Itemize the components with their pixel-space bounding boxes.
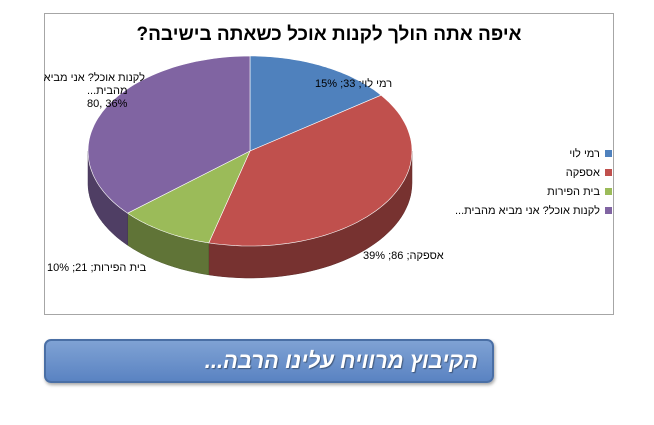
- legend-item-aspaka: אספקה: [455, 163, 612, 182]
- banner-text: הקיבוץ מרוויח עלינו הרבה...: [204, 348, 478, 373]
- legend-label: רמי לוי: [569, 147, 600, 160]
- chart-frame: איפה אתה הולך לקנות אוכל כשאתה בישיבה? ר…: [44, 13, 614, 315]
- legend-swatch: [604, 207, 612, 214]
- legend-item-beit-haperot: בית הפירות: [455, 182, 612, 201]
- message-banner: הקיבוץ מרוויח עלינו הרבה...: [44, 339, 494, 383]
- pie-chart: [87, 55, 413, 279]
- legend-label: לקנות אוכל? אני מביא מהבית...: [455, 204, 600, 217]
- data-label-rami-levi: רמי לוי; 33; 15%: [315, 78, 393, 90]
- data-label-aspaka: אספקה; 86; 39%: [363, 250, 444, 262]
- legend-item-from-home: לקנות אוכל? אני מביא מהבית...: [455, 201, 612, 220]
- chart-title: איפה אתה הולך לקנות אוכל כשאתה בישיבה?: [136, 24, 522, 45]
- legend-label: אספקה: [565, 166, 600, 179]
- pie-slice-3: [87, 55, 251, 214]
- pie-slice-0: [249, 55, 382, 152]
- data-label-from-home-line3: 36% ,80: [87, 98, 128, 110]
- pie-slice-2: [127, 150, 251, 244]
- pie-slice-1: [208, 94, 413, 247]
- data-label-beit-haperot: בית הפירות; 21; 10%: [47, 262, 147, 274]
- legend-swatch: [604, 169, 612, 176]
- legend-label: בית הפירות: [547, 185, 600, 198]
- legend-swatch: [604, 150, 612, 157]
- data-label-from-home-line2: מהבית...: [87, 85, 128, 97]
- legend-swatch: [604, 188, 612, 195]
- data-label-from-home-line1: לקנות אוכל? אני מביא: [43, 72, 145, 84]
- chart-legend: רמי לוי אספקה בית הפירות לקנות אוכל? אני…: [455, 144, 612, 220]
- legend-item-rami-levi: רמי לוי: [455, 144, 612, 163]
- data-label-from-home: לקנות אוכל? אני מביא מהבית... 36% ,80: [43, 72, 145, 111]
